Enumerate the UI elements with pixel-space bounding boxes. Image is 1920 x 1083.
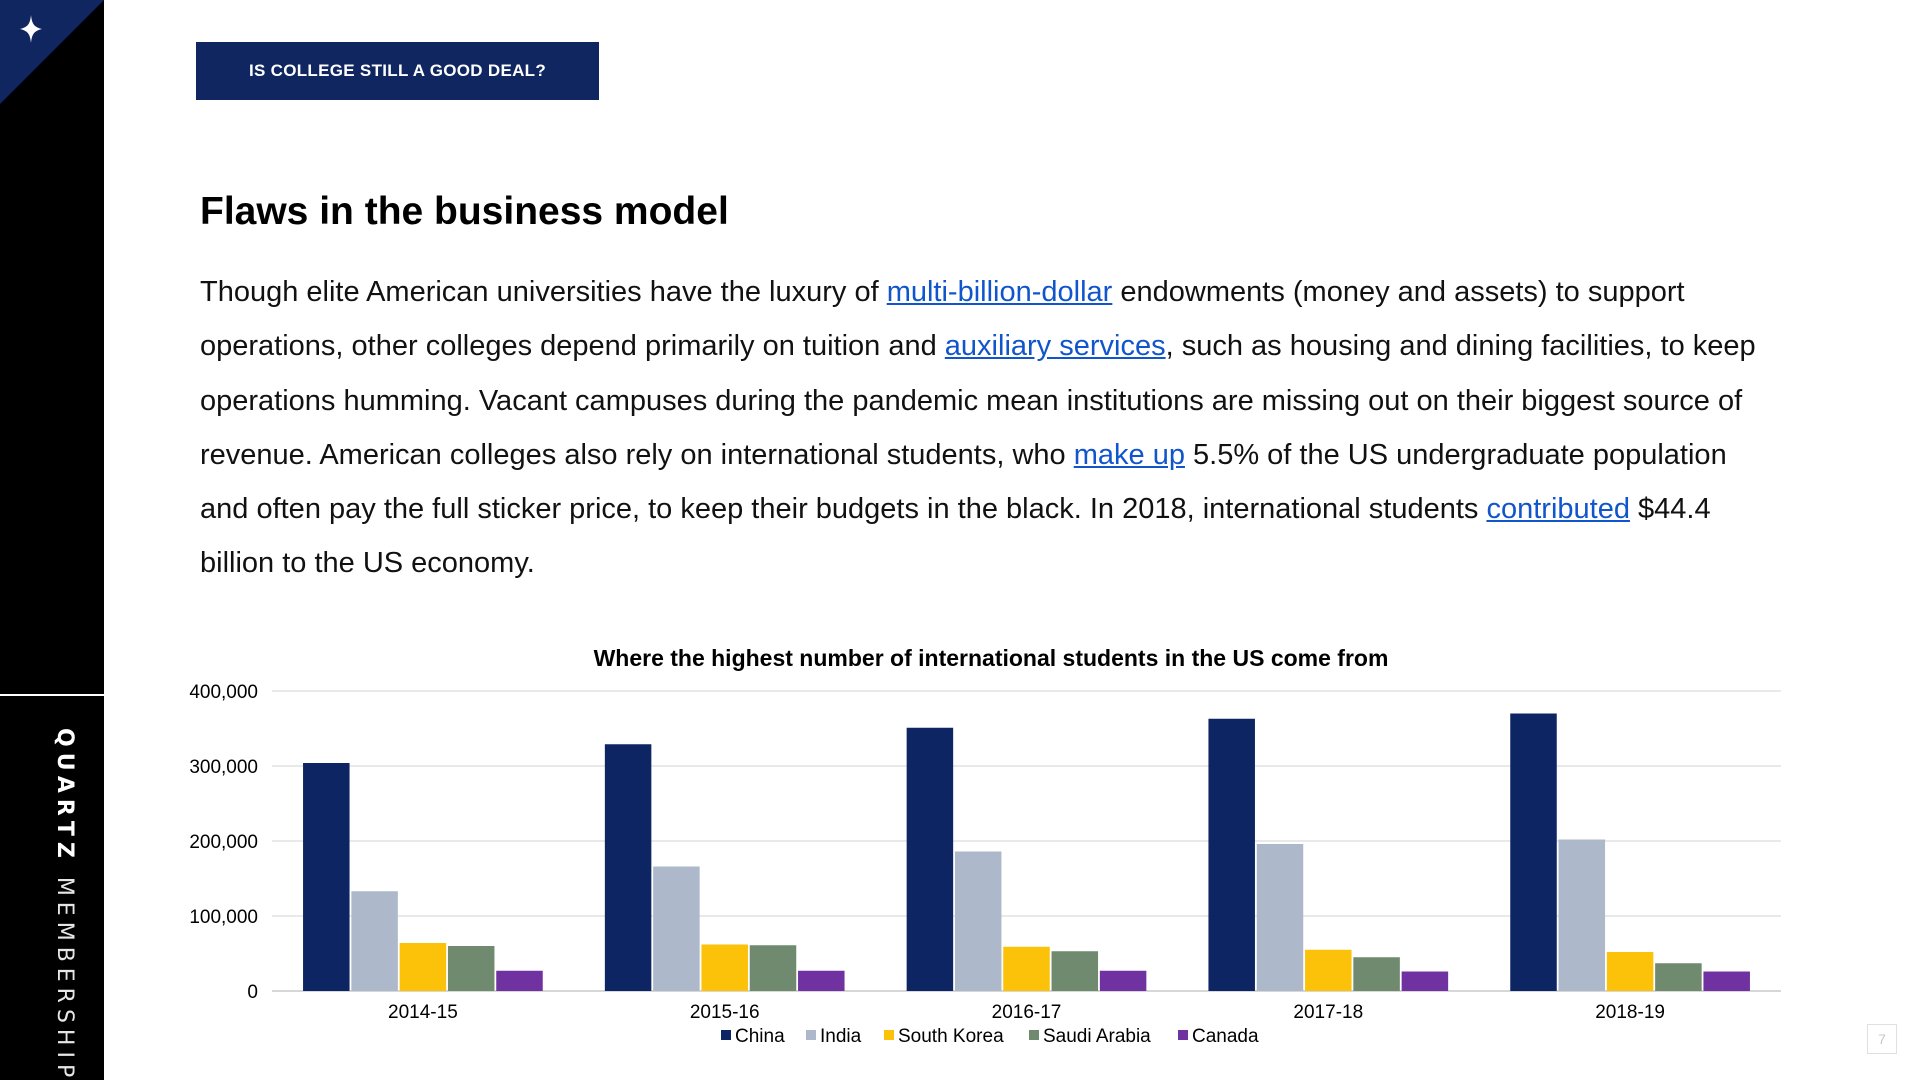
x-axis-ticks: 2014-15 2015-16 2016-17 2017-18 2018-19 (388, 1002, 1665, 1023)
bar (303, 763, 350, 991)
legend-swatch (884, 1030, 894, 1040)
bar (1510, 713, 1557, 991)
y-tick-label: 200,000 (189, 832, 258, 853)
bar (496, 970, 543, 991)
x-tick-label: 2018-19 (1595, 1002, 1665, 1023)
bar (1353, 957, 1400, 991)
chart-legend: China India South Korea Saudi Arabia Canada (721, 1026, 1259, 1047)
body-text-2: endowments (money and assets) to support… (200, 276, 1685, 363)
bar (1305, 949, 1352, 991)
bar (1703, 971, 1750, 991)
y-tick-label: 0 (247, 982, 258, 1003)
y-tick-label: 100,000 (189, 907, 258, 928)
bar (1051, 951, 1099, 991)
corner-badge (0, 0, 104, 104)
bar (1558, 839, 1606, 991)
page-title: Flaws in the business model (200, 190, 729, 233)
body-text-5: $44.4 billion to the US economy. (200, 493, 1711, 580)
x-tick-label: 2015-16 (690, 1002, 760, 1023)
bar (798, 970, 845, 991)
legend-label: India (820, 1026, 862, 1047)
legend-swatch (806, 1030, 816, 1040)
bar (1655, 963, 1702, 991)
bar (1099, 970, 1147, 991)
sparkle-icon (20, 15, 42, 43)
legend-label: China (735, 1026, 785, 1047)
x-tick-label: 2014-15 (388, 1002, 458, 1023)
bar (1606, 952, 1654, 991)
brand-name: QUARTZ (52, 728, 77, 864)
section-label: IS COLLEGE STILL A GOOD DEAL? (196, 42, 599, 100)
bar (1256, 844, 1304, 991)
legend-swatch (1178, 1030, 1188, 1040)
legend-swatch (721, 1030, 731, 1040)
body-text-4: 5.5% of the US undergraduate population … (200, 438, 1727, 526)
brand-subtitle: MEMBERSHIP (52, 876, 77, 1083)
bar (653, 866, 700, 991)
bar (399, 943, 447, 991)
bar (1003, 946, 1050, 991)
chart-bars (303, 713, 1750, 991)
bar (1208, 718, 1255, 991)
x-tick-label: 2016-17 (992, 1002, 1062, 1023)
bar (351, 891, 398, 991)
bar (701, 944, 748, 991)
bar (1401, 971, 1449, 991)
sidebar-divider (0, 694, 104, 696)
y-tick-label: 300,000 (189, 757, 258, 778)
y-tick-label: 400,000 (189, 682, 258, 703)
bar (954, 851, 1002, 991)
body-paragraph: Though elite American universities have … (200, 265, 1780, 591)
legend-swatch (1029, 1030, 1039, 1040)
link-contributed[interactable]: contributed (1486, 493, 1630, 526)
link-endowments[interactable]: multi-billion-dollar (886, 276, 1113, 308)
brand-logo[interactable]: QUARTZ MEMBERSHIP (52, 728, 77, 1083)
x-tick-label: 2017-18 (1293, 1002, 1363, 1023)
sidebar: QUARTZ MEMBERSHIP (0, 0, 104, 1083)
bar (749, 945, 797, 991)
legend-label: South Korea (898, 1026, 1004, 1047)
chart-title: Where the highest number of internationa… (594, 645, 1389, 671)
body-text-3: , such as housing and dining facilities,… (200, 330, 1756, 471)
body-text-1: Though elite American universities have … (200, 276, 887, 308)
legend-label: Canada (1192, 1026, 1259, 1047)
y-axis-ticks: 0 100,000 200,000 300,000 400,000 (189, 682, 258, 1003)
link-make-up[interactable]: make up (1073, 438, 1185, 471)
bar (906, 727, 954, 991)
page-number: 7 (1867, 1024, 1897, 1054)
bar (447, 946, 495, 991)
bar (604, 744, 652, 991)
legend-label: Saudi Arabia (1043, 1026, 1151, 1047)
link-auxiliary-services[interactable]: auxiliary services (944, 330, 1166, 363)
